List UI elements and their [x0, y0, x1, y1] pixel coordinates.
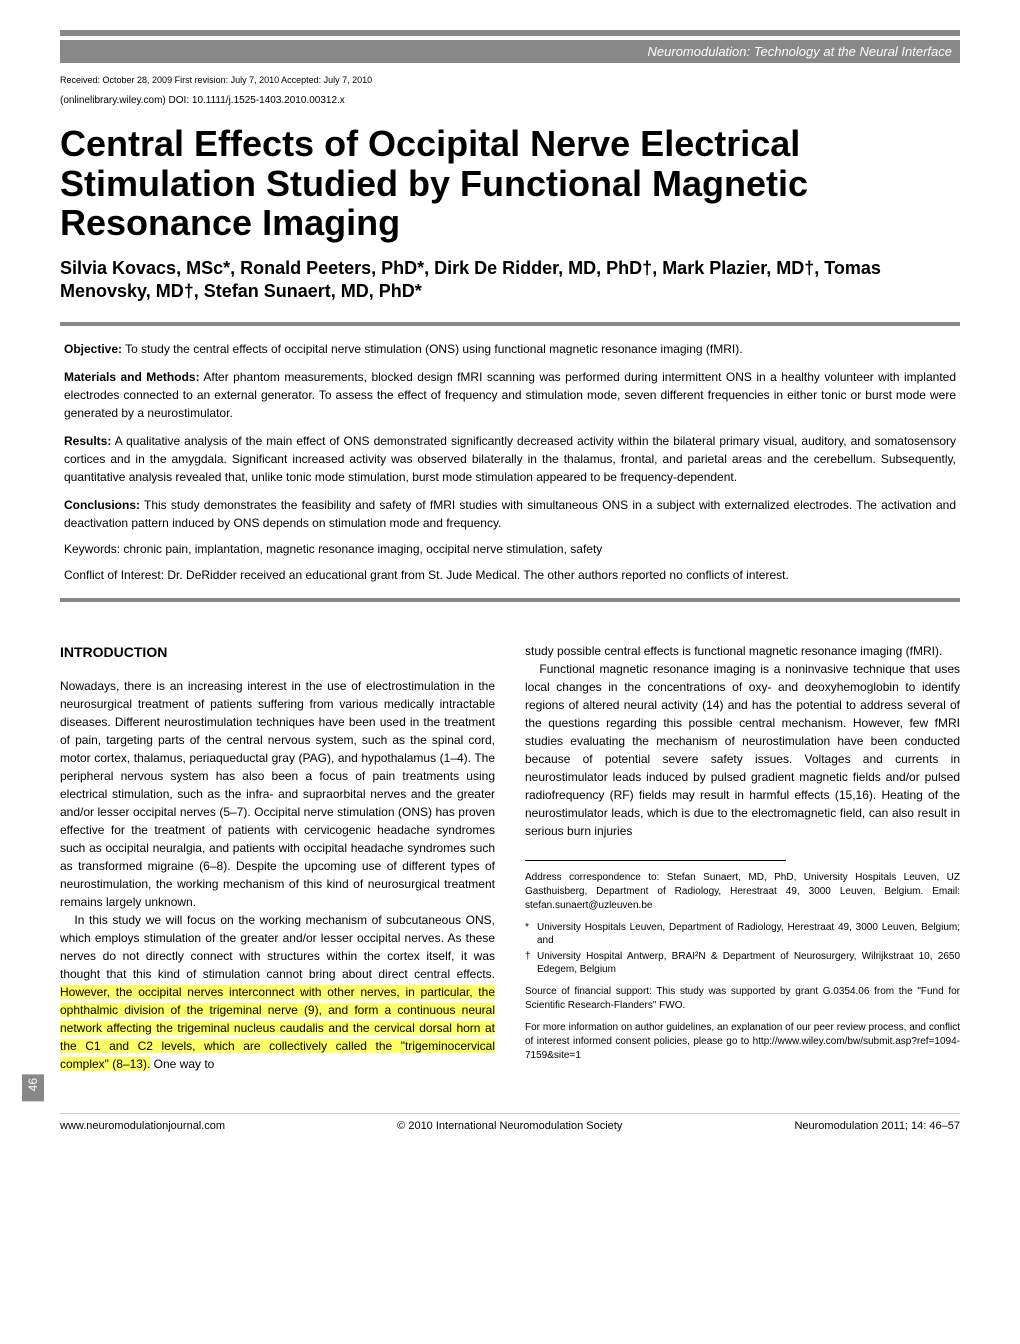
affiliation-star: * University Hospitals Leuven, Departmen…: [525, 921, 960, 948]
correspondence-address: Address correspondence to: Stefan Sunaer…: [525, 871, 960, 913]
abstract-objective-text: To study the central effects of occipita…: [122, 342, 743, 356]
intro-paragraph-1: Nowadays, there is an increasing interes…: [60, 677, 495, 911]
abstract-keywords-text: chronic pain, implantation, magnetic res…: [120, 542, 602, 556]
right-column: study possible central effects is functi…: [525, 642, 960, 1073]
abstract-objective-label: Objective:: [64, 342, 122, 356]
abstract-results-label: Results:: [64, 434, 111, 448]
intro-p2-tail: One way to: [150, 1057, 214, 1071]
affiliation-dagger-text: University Hospital Antwerp, BRAI²N & De…: [537, 950, 960, 977]
abstract-methods: Materials and Methods: After phantom mea…: [64, 368, 956, 422]
abstract-conclusions-label: Conclusions:: [64, 498, 140, 512]
page-number-tab: 46: [22, 1074, 44, 1101]
author-list: Silvia Kovacs, MSc*, Ronald Peeters, PhD…: [60, 257, 960, 304]
page-footer: www.neuromodulationjournal.com © 2010 In…: [60, 1113, 960, 1132]
funding-source: Source of financial support: This study …: [525, 985, 960, 1013]
abstract-conflict: Conflict of Interest: Dr. DeRidder recei…: [64, 566, 956, 584]
author-guidelines-note: For more information on author guideline…: [525, 1021, 960, 1063]
abstract-objective: Objective: To study the central effects …: [64, 340, 956, 358]
journal-name-banner: Neuromodulation: Technology at the Neura…: [60, 40, 960, 63]
abstract-keywords-label: Keywords:: [64, 542, 120, 556]
article-title: Central Effects of Occipital Nerve Elect…: [60, 124, 960, 243]
intro-paragraph-2: In this study we will focus on the worki…: [60, 911, 495, 1073]
affiliation-star-text: University Hospitals Leuven, Department …: [537, 921, 960, 948]
abstract-methods-label: Materials and Methods:: [64, 370, 200, 384]
intro-p2-continued: study possible central effects is functi…: [525, 642, 960, 660]
footer-center: © 2010 International Neuromodulation Soc…: [397, 1120, 622, 1132]
affiliation-dagger: † University Hospital Antwerp, BRAI²N & …: [525, 950, 960, 977]
body-two-column: INTRODUCTION Nowadays, there is an incre…: [60, 642, 960, 1073]
abstract-conclusions: Conclusions: This study demonstrates the…: [64, 496, 956, 532]
introduction-heading: INTRODUCTION: [60, 642, 495, 663]
intro-paragraph-3: Functional magnetic resonance imaging is…: [525, 660, 960, 840]
doi-line: (onlinelibrary.wiley.com) DOI: 10.1111/j…: [60, 95, 960, 106]
abstract-results-text: A qualitative analysis of the main effec…: [64, 434, 956, 484]
footer-left: www.neuromodulationjournal.com: [60, 1120, 225, 1132]
footer-right: Neuromodulation 2011; 14: 46–57: [794, 1120, 960, 1132]
abstract-conflict-label: Conflict of Interest:: [64, 568, 164, 582]
header-accent-bar: [60, 30, 960, 36]
left-column: INTRODUCTION Nowadays, there is an incre…: [60, 642, 495, 1073]
abstract-conflict-text: Dr. DeRidder received an educational gra…: [164, 568, 789, 582]
star-symbol: *: [525, 921, 537, 948]
abstract-conclusions-text: This study demonstrates the feasibility …: [64, 498, 956, 530]
abstract-keywords: Keywords: chronic pain, implantation, ma…: [64, 542, 956, 556]
intro-p2-highlighted: However, the occipital nerves interconne…: [60, 985, 495, 1071]
received-dates: Received: October 28, 2009 First revisio…: [60, 75, 960, 85]
correspondence-divider: [525, 860, 786, 861]
abstract-box: Objective: To study the central effects …: [60, 322, 960, 602]
dagger-symbol: †: [525, 950, 537, 977]
intro-p2-head: In this study we will focus on the worki…: [60, 913, 495, 981]
abstract-results: Results: A qualitative analysis of the m…: [64, 432, 956, 486]
